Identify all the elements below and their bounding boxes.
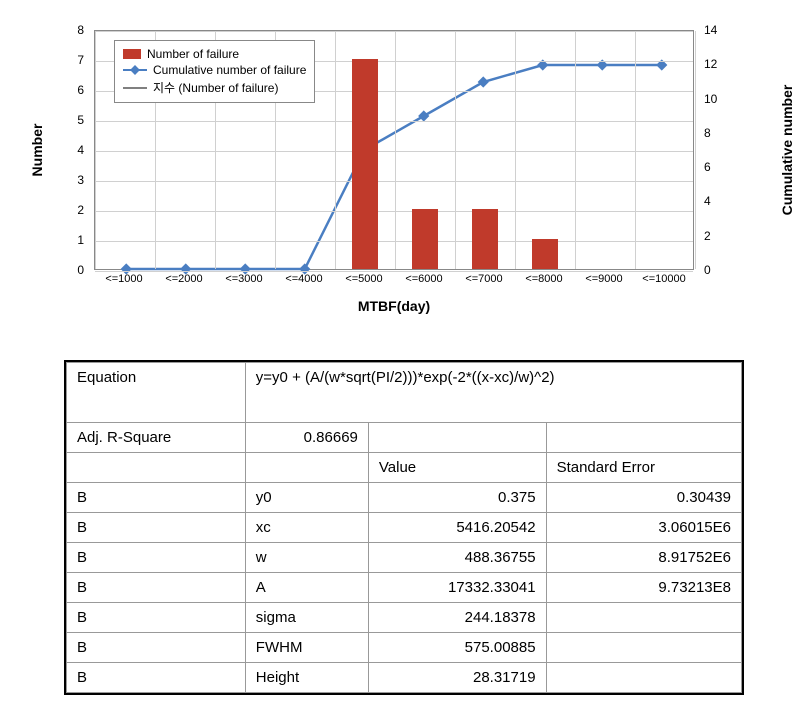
ytick-left: 5 xyxy=(77,113,84,127)
legend-swatch-line xyxy=(123,82,147,94)
ytick-left: 6 xyxy=(77,83,84,97)
y-axis-right-label: Cumulative number xyxy=(779,85,795,216)
xtick: <=8000 xyxy=(525,273,562,285)
ytick-right: 6 xyxy=(704,160,711,174)
equation-label: Equation xyxy=(67,363,246,423)
empty-cell xyxy=(67,453,246,483)
bar xyxy=(532,239,557,269)
adj-r2-label: Adj. R-Square xyxy=(67,423,246,453)
fit-results-table: Equation y=y0 + (A/(w*sqrt(PI/2)))*exp(-… xyxy=(64,360,744,695)
table-row: BFWHM575.00885 xyxy=(67,633,742,663)
cell-set: B xyxy=(67,603,246,633)
xtick: <=6000 xyxy=(405,273,442,285)
cell-param: y0 xyxy=(245,483,368,513)
bar xyxy=(412,209,437,269)
table-row: BHeight28.31719 xyxy=(67,663,742,693)
xtick: <=4000 xyxy=(285,273,322,285)
ytick-left: 7 xyxy=(77,53,84,67)
xtick: <=1000 xyxy=(105,273,142,285)
cell-value: 488.36755 xyxy=(368,543,546,573)
legend-item: 지수 (Number of failure) xyxy=(123,79,306,96)
ytick-left: 0 xyxy=(77,263,84,277)
xtick: <=3000 xyxy=(225,273,262,285)
ytick-left: 4 xyxy=(77,143,84,157)
cell-stderr: 9.73213E8 xyxy=(546,573,741,603)
empty-cell xyxy=(245,453,368,483)
xtick: <=5000 xyxy=(345,273,382,285)
cell-param: FWHM xyxy=(245,633,368,663)
cell-value: 17332.33041 xyxy=(368,573,546,603)
table-row: Bsigma244.18378 xyxy=(67,603,742,633)
cell-set: B xyxy=(67,543,246,573)
xtick: <=7000 xyxy=(465,273,502,285)
ytick-right: 2 xyxy=(704,229,711,243)
xtick: <=2000 xyxy=(165,273,202,285)
cell-set: B xyxy=(67,483,246,513)
cell-param: w xyxy=(245,543,368,573)
bar xyxy=(472,209,497,269)
legend: Number of failure Cumulative number of fa… xyxy=(114,40,315,103)
y-axis-right: 02468101214 xyxy=(699,30,759,270)
cell-value: 5416.20542 xyxy=(368,513,546,543)
cell-stderr xyxy=(546,663,741,693)
xtick: <=9000 xyxy=(585,273,622,285)
ytick-left: 8 xyxy=(77,23,84,37)
cell-stderr: 0.30439 xyxy=(546,483,741,513)
cell-set: B xyxy=(67,633,246,663)
cell-value: 28.31719 xyxy=(368,663,546,693)
cell-param: A xyxy=(245,573,368,603)
empty-cell xyxy=(368,423,546,453)
x-axis-label: MTBF(day) xyxy=(94,298,694,314)
adj-r2-value: 0.86669 xyxy=(245,423,368,453)
table-row: By00.3750.30439 xyxy=(67,483,742,513)
header-value: Value xyxy=(368,453,546,483)
cell-value: 0.375 xyxy=(368,483,546,513)
ytick-right: 10 xyxy=(704,92,717,106)
cell-value: 575.00885 xyxy=(368,633,546,663)
equation-value: y=y0 + (A/(w*sqrt(PI/2)))*exp(-2*((x-xc)… xyxy=(245,363,741,423)
cell-value: 244.18378 xyxy=(368,603,546,633)
y-axis-left: 012345678 xyxy=(24,30,89,270)
xtick: <=10000 xyxy=(642,273,685,285)
ytick-right: 14 xyxy=(704,23,717,37)
empty-cell xyxy=(546,423,741,453)
cell-stderr xyxy=(546,633,741,663)
table-row: Bxc5416.205423.06015E6 xyxy=(67,513,742,543)
ytick-right: 4 xyxy=(704,194,711,208)
legend-swatch-bar xyxy=(123,49,141,59)
legend-item: Number of failure xyxy=(123,47,306,61)
ytick-right: 12 xyxy=(704,57,717,71)
legend-label: 지수 (Number of failure) xyxy=(153,79,278,96)
legend-label: Cumulative number of failure xyxy=(153,63,306,77)
cell-set: B xyxy=(67,573,246,603)
legend-label: Number of failure xyxy=(147,47,239,61)
cell-set: B xyxy=(67,663,246,693)
cell-param: xc xyxy=(245,513,368,543)
ytick-right: 0 xyxy=(704,263,711,277)
cell-param: Height xyxy=(245,663,368,693)
ytick-left: 3 xyxy=(77,173,84,187)
header-stderr: Standard Error xyxy=(546,453,741,483)
legend-item: Cumulative number of failure xyxy=(123,63,306,77)
ytick-right: 8 xyxy=(704,126,711,140)
table-row: BA17332.330419.73213E8 xyxy=(67,573,742,603)
table-row: Bw488.367558.91752E6 xyxy=(67,543,742,573)
x-axis: <=1000 <=2000 <=3000 <=4000 <=5000 <=6000 <=70… xyxy=(94,273,694,293)
legend-swatch-line xyxy=(123,64,147,76)
cell-param: sigma xyxy=(245,603,368,633)
cell-stderr xyxy=(546,603,741,633)
cell-stderr: 8.91752E6 xyxy=(546,543,741,573)
cell-set: B xyxy=(67,513,246,543)
cell-stderr: 3.06015E6 xyxy=(546,513,741,543)
ytick-left: 1 xyxy=(77,233,84,247)
mtbf-chart: Number Cumulative number 012345678 02468… xyxy=(24,10,784,340)
bar xyxy=(352,59,377,269)
ytick-left: 2 xyxy=(77,203,84,217)
